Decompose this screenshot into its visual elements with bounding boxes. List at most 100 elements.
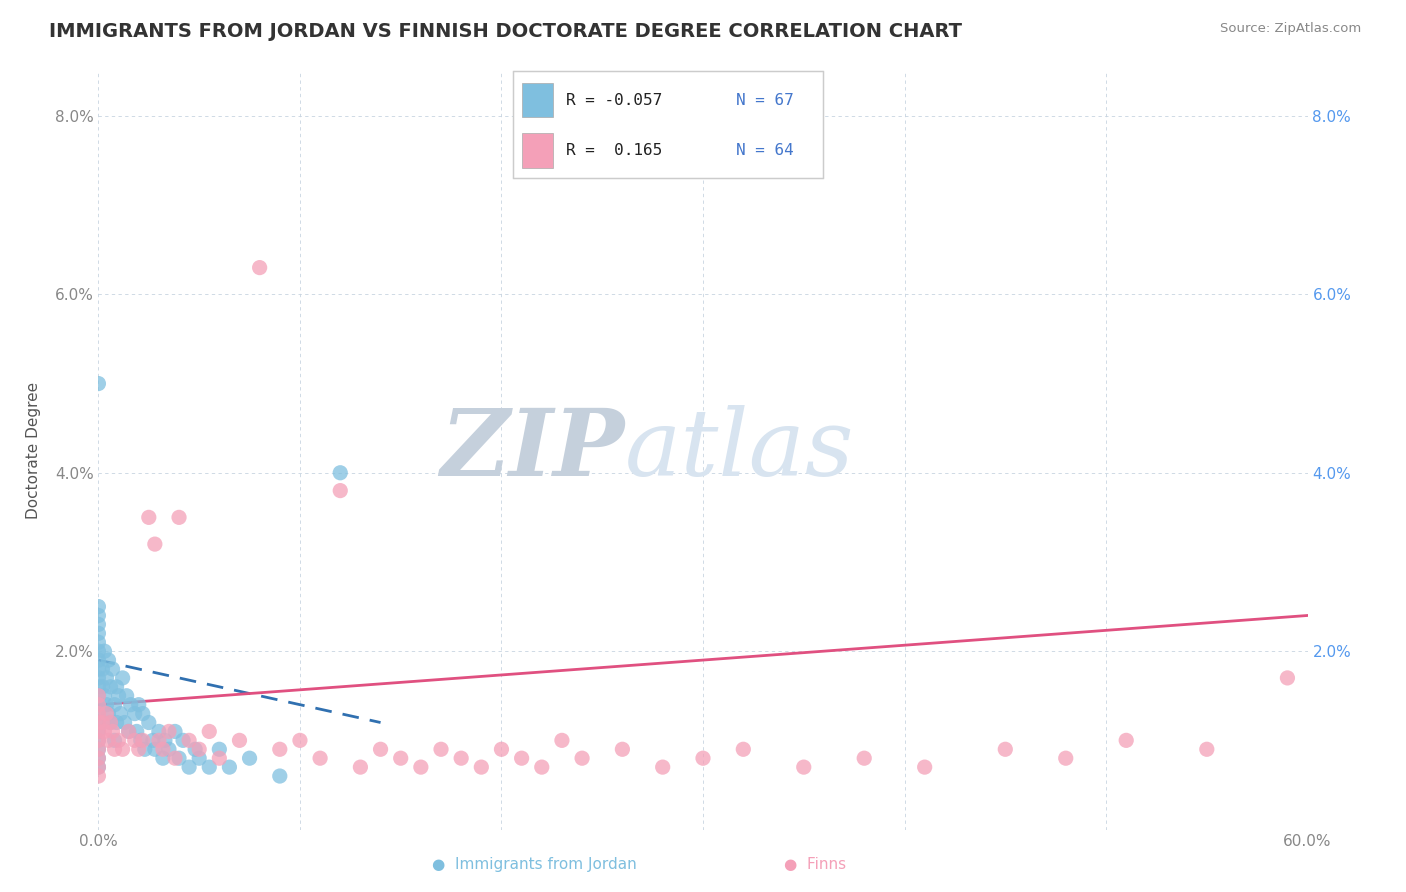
- Point: [103, 698, 125, 712]
- Point: [409, 760, 432, 774]
- Text: R =  0.165: R = 0.165: [565, 143, 662, 158]
- Text: N = 64: N = 64: [735, 143, 793, 158]
- Point: [1054, 751, 1077, 765]
- Point: [87, 635, 110, 649]
- Point: [118, 724, 141, 739]
- Point: [651, 760, 673, 774]
- Point: [97, 706, 120, 721]
- Point: [120, 698, 142, 712]
- Point: [105, 715, 128, 730]
- Point: [152, 751, 174, 765]
- Point: [138, 715, 160, 730]
- Point: [87, 376, 110, 391]
- Point: [692, 751, 714, 765]
- Point: [87, 698, 110, 712]
- Point: [87, 689, 110, 703]
- Point: [107, 733, 129, 747]
- Point: [198, 724, 221, 739]
- Point: [551, 733, 574, 747]
- Point: [87, 724, 110, 739]
- Point: [153, 733, 176, 747]
- Point: [184, 742, 207, 756]
- Point: [269, 742, 291, 756]
- Point: [733, 742, 755, 756]
- Text: atlas: atlas: [624, 406, 853, 495]
- Point: [87, 706, 110, 721]
- Point: [91, 662, 114, 676]
- Point: [269, 769, 291, 783]
- Point: [163, 724, 186, 739]
- Point: [612, 742, 634, 756]
- Text: ZIP: ZIP: [440, 406, 624, 495]
- Point: [510, 751, 533, 765]
- Point: [87, 653, 110, 667]
- Point: [329, 483, 352, 498]
- Point: [93, 724, 115, 739]
- Point: [530, 760, 553, 774]
- Point: [87, 751, 110, 765]
- Point: [115, 689, 138, 703]
- Point: [914, 760, 936, 774]
- Text: Source: ZipAtlas.com: Source: ZipAtlas.com: [1220, 22, 1361, 36]
- Point: [309, 751, 332, 765]
- Point: [87, 689, 110, 703]
- Point: [1115, 733, 1137, 747]
- Point: [87, 760, 110, 774]
- Point: [105, 680, 128, 694]
- Point: [198, 760, 221, 774]
- Point: [491, 742, 513, 756]
- Point: [100, 715, 122, 730]
- Point: [87, 724, 110, 739]
- Point: [87, 626, 110, 640]
- Point: [288, 733, 311, 747]
- Point: [103, 733, 125, 747]
- Point: [97, 733, 120, 747]
- Point: [87, 644, 110, 658]
- Point: [111, 742, 134, 756]
- Point: [100, 715, 122, 730]
- Point: [188, 742, 211, 756]
- Point: [129, 733, 152, 747]
- Point: [87, 742, 110, 756]
- Point: [93, 644, 115, 658]
- Point: [118, 724, 141, 739]
- Bar: [523, 83, 554, 118]
- Point: [157, 742, 180, 756]
- Point: [87, 698, 110, 712]
- Point: [167, 751, 190, 765]
- Point: [208, 742, 231, 756]
- Point: [87, 742, 110, 756]
- Point: [101, 724, 124, 739]
- Point: [124, 706, 146, 721]
- Point: [148, 724, 170, 739]
- Point: [132, 733, 155, 747]
- Point: [142, 733, 165, 747]
- Point: [450, 751, 472, 765]
- Point: [1277, 671, 1299, 685]
- Point: [87, 733, 110, 747]
- Y-axis label: Doctorate Degree: Doctorate Degree: [25, 382, 41, 519]
- Point: [349, 760, 371, 774]
- Point: [218, 760, 240, 774]
- Text: ●  Finns: ● Finns: [785, 857, 846, 872]
- Point: [239, 751, 262, 765]
- Point: [853, 751, 876, 765]
- Point: [101, 662, 124, 676]
- Point: [87, 671, 110, 685]
- Point: [249, 260, 271, 275]
- Point: [96, 671, 118, 685]
- Point: [430, 742, 453, 756]
- Point: [389, 751, 412, 765]
- Text: ●  Immigrants from Jordan: ● Immigrants from Jordan: [432, 857, 637, 872]
- Point: [188, 751, 211, 765]
- Point: [157, 724, 180, 739]
- Point: [107, 689, 129, 703]
- Point: [143, 742, 166, 756]
- Point: [87, 617, 110, 632]
- Point: [100, 680, 122, 694]
- Point: [148, 733, 170, 747]
- Point: [470, 760, 492, 774]
- Point: [329, 466, 352, 480]
- Point: [1195, 742, 1218, 756]
- Point: [163, 751, 186, 765]
